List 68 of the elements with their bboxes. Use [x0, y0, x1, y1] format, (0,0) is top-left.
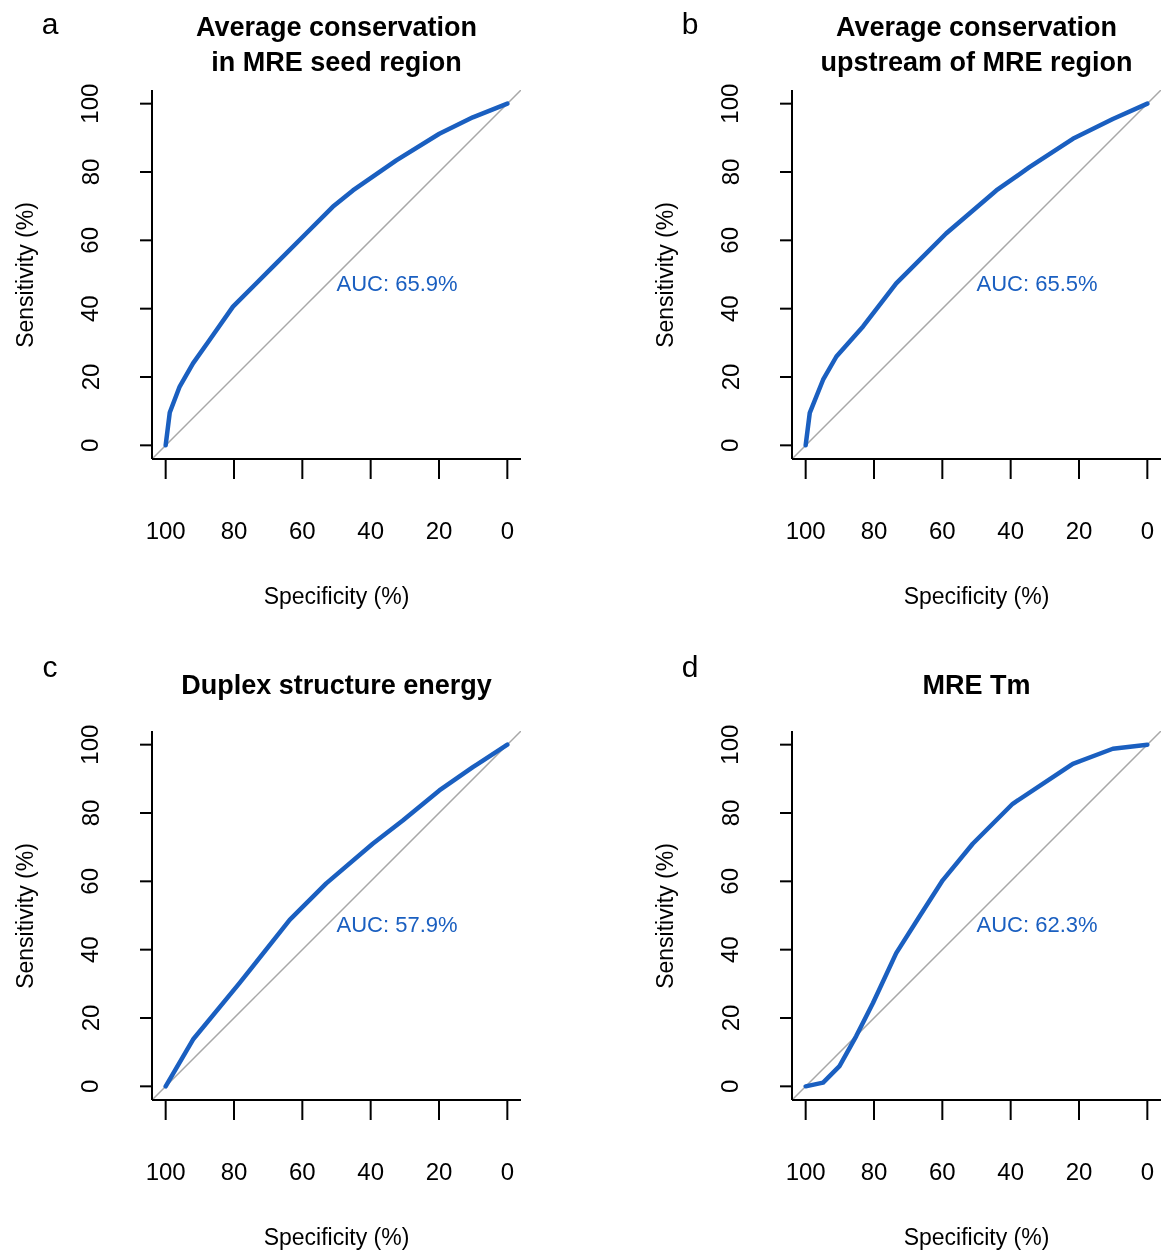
y-axis-title: Sensitivity (%) — [651, 200, 679, 350]
x-tick-label: 100 — [145, 1157, 186, 1185]
chart-title: Average conservation upstream of MRE region — [819, 11, 1134, 79]
y-tick-label: 80 — [76, 799, 104, 827]
y-tick-label: 60 — [76, 867, 104, 895]
chart-title: Duplex structure energy — [180, 669, 493, 702]
x-tick-label: 0 — [1140, 1157, 1155, 1185]
x-tick-label: 20 — [1065, 516, 1093, 544]
y-tick-label: 40 — [76, 295, 104, 323]
x-tick-label: 80 — [860, 1157, 888, 1185]
y-tick-label: 20 — [716, 1004, 744, 1032]
text: d — [680, 649, 700, 685]
y-tick-label: 60 — [716, 867, 744, 895]
x-axis-title: Specificity (%) — [902, 583, 1051, 610]
y-tick-label: 20 — [76, 1004, 104, 1032]
annotation: AUC: 57.9% — [336, 911, 458, 940]
y-tick-label: 100 — [716, 83, 744, 124]
x-tick-label: 100 — [145, 516, 186, 544]
x-tick-label: 60 — [288, 1157, 316, 1185]
x-tick-label: 40 — [997, 1157, 1025, 1185]
y-tick-label: 80 — [76, 158, 104, 186]
y-axis-title: Sensitivity (%) — [11, 200, 39, 350]
x-tick-label: 0 — [1140, 516, 1155, 544]
text: a — [40, 6, 60, 42]
annotation: AUC: 62.3% — [976, 911, 1098, 940]
x-axis-title: Specificity (%) — [262, 583, 411, 610]
y-tick-label: 20 — [76, 363, 104, 391]
y-tick-label: 20 — [716, 363, 744, 391]
x-axis-title: Specificity (%) — [902, 1224, 1051, 1251]
x-tick-label: 100 — [785, 516, 826, 544]
x-tick-label: 40 — [357, 1157, 385, 1185]
y-tick-label: 100 — [76, 724, 104, 765]
chart-title: MRE Tm — [921, 669, 1032, 702]
y-tick-label: 80 — [716, 799, 744, 827]
chart-title: Average conservation in MRE seed region — [194, 11, 479, 79]
x-tick-label: 100 — [785, 1157, 826, 1185]
y-tick-label: 80 — [716, 158, 744, 186]
x-tick-label: 0 — [500, 1157, 515, 1185]
text: c — [41, 649, 59, 685]
x-tick-label: 80 — [860, 516, 888, 544]
y-tick-label: 60 — [716, 226, 744, 254]
y-tick-label: 40 — [716, 936, 744, 964]
x-tick-label: 40 — [997, 516, 1025, 544]
annotation: AUC: 65.9% — [336, 270, 458, 299]
x-tick-label: 80 — [220, 1157, 248, 1185]
x-tick-label: 60 — [928, 1157, 956, 1185]
x-tick-label: 20 — [425, 1157, 453, 1185]
y-tick-label: 0 — [76, 438, 104, 453]
y-tick-label: 60 — [76, 226, 104, 254]
y-tick-label: 0 — [716, 1079, 744, 1094]
y-tick-label: 100 — [76, 83, 104, 124]
x-axis-title: Specificity (%) — [262, 1224, 411, 1251]
y-tick-label: 40 — [76, 936, 104, 964]
annotation: AUC: 65.5% — [976, 270, 1098, 299]
x-tick-label: 0 — [500, 516, 515, 544]
x-tick-label: 80 — [220, 516, 248, 544]
text: b — [680, 6, 700, 42]
x-tick-label: 60 — [928, 516, 956, 544]
y-axis-title: Sensitivity (%) — [651, 841, 679, 991]
x-tick-label: 20 — [425, 516, 453, 544]
x-tick-label: 20 — [1065, 1157, 1093, 1185]
x-tick-label: 40 — [357, 516, 385, 544]
y-tick-label: 0 — [716, 438, 744, 453]
x-tick-label: 60 — [288, 516, 316, 544]
y-tick-label: 100 — [716, 724, 744, 765]
y-axis-title: Sensitivity (%) — [11, 841, 39, 991]
y-tick-label: 40 — [716, 295, 744, 323]
y-tick-label: 0 — [76, 1079, 104, 1094]
